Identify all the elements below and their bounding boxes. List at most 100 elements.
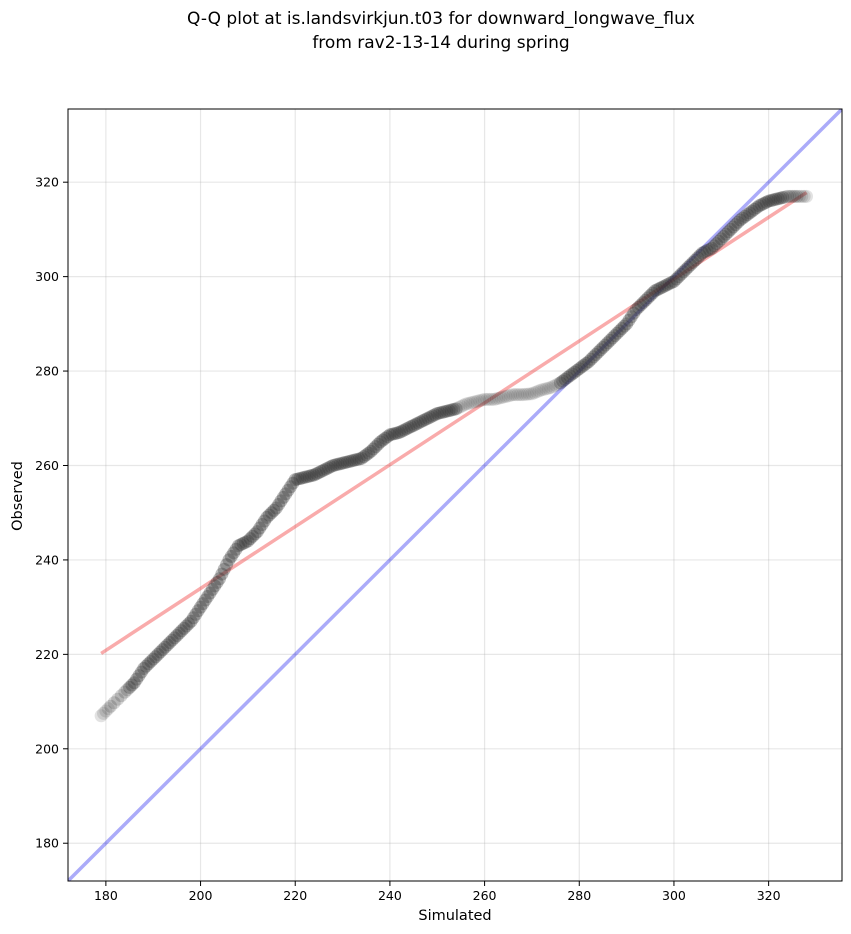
qq-point [248, 527, 262, 541]
qq-point [184, 614, 198, 628]
reference-lines [68, 109, 842, 881]
qq-point [705, 241, 719, 255]
qq-point [357, 450, 371, 464]
qq-point [622, 313, 636, 327]
qq-point [478, 392, 492, 406]
qq-point [141, 657, 155, 671]
qq-point [114, 689, 128, 703]
qq-point [738, 209, 752, 223]
qq-point [276, 490, 290, 504]
x-tick-label: 280 [567, 888, 591, 903]
qq-point [165, 633, 179, 647]
qq-point [541, 381, 555, 395]
qq-point [222, 553, 236, 567]
qq-point [295, 471, 309, 485]
qq-point [189, 607, 203, 621]
one-to-one-line [68, 109, 842, 881]
qq-point [634, 298, 648, 312]
qq-point [196, 597, 210, 611]
qq-point [366, 442, 380, 456]
qq-point [229, 542, 243, 556]
qq-point [501, 389, 515, 403]
qq-point [364, 444, 378, 458]
qq-point [688, 253, 702, 267]
qq-point [660, 278, 674, 292]
qq-point [198, 593, 212, 607]
qq-point [511, 388, 525, 402]
data-points [94, 189, 813, 723]
qq-point [513, 388, 527, 402]
qq-point [250, 525, 264, 539]
qq-point [440, 404, 454, 418]
qq-point [158, 640, 172, 654]
qq-point [771, 192, 785, 206]
qq-point [241, 534, 255, 548]
qq-point [603, 333, 617, 347]
qq-point [759, 195, 773, 209]
qq-point [610, 326, 624, 340]
qq-point [236, 536, 250, 550]
qq-point [743, 206, 757, 220]
y-tick-label: 300 [35, 269, 59, 284]
qq-point [215, 567, 229, 581]
qq-point [359, 448, 373, 462]
qq-point [546, 379, 560, 393]
qq-point [785, 189, 799, 203]
qq-point [343, 454, 357, 468]
qq-point [170, 628, 184, 642]
qq-point [631, 300, 645, 314]
qq-point [527, 386, 541, 400]
qq-point [243, 532, 257, 546]
qq-point [594, 343, 608, 357]
axis-ticks: 180 200 220 240 260 280 300 320 180 200 220 240 260 2… [35, 175, 780, 903]
x-tick-label: 260 [473, 888, 497, 903]
qq-point [390, 426, 404, 440]
qq-point [539, 382, 553, 396]
qq-point [97, 706, 111, 720]
qq-point [168, 631, 182, 645]
qq-point [795, 189, 809, 203]
qq-point [137, 662, 151, 676]
qq-point [778, 190, 792, 204]
qq-point [693, 248, 707, 262]
qq-point [596, 340, 610, 354]
qq-point [227, 546, 241, 560]
qq-point [179, 619, 193, 633]
qq-point [702, 242, 716, 256]
qq-point [430, 407, 444, 421]
qq-point [676, 265, 690, 279]
qq-point [312, 466, 326, 480]
qq-point [338, 456, 352, 470]
qq-point [447, 402, 461, 416]
qq-point [728, 218, 742, 232]
qq-point [293, 471, 307, 485]
qq-point [788, 189, 802, 203]
qq-point [745, 204, 759, 218]
qq-point [717, 229, 731, 243]
qq-point [418, 412, 432, 426]
qq-point [674, 267, 688, 281]
qq-point [456, 398, 470, 412]
qq-point [281, 483, 295, 497]
qq-point [736, 211, 750, 225]
qq-point [665, 276, 679, 290]
qq-point [601, 336, 615, 350]
qq-point [319, 462, 333, 476]
x-tick-label: 320 [757, 888, 781, 903]
qq-point [231, 539, 245, 553]
qq-point [210, 575, 224, 589]
qq-point [267, 503, 281, 517]
qq-point [776, 191, 790, 205]
qq-point [362, 446, 376, 460]
qq-point [537, 382, 551, 396]
qq-point [551, 377, 565, 391]
qq-point [650, 283, 664, 297]
qq-point [553, 376, 567, 390]
qq-point [272, 497, 286, 511]
qq-point [695, 246, 709, 260]
grid [68, 109, 842, 881]
qq-point [414, 415, 428, 429]
qq-point [466, 395, 480, 409]
qq-point [520, 387, 534, 401]
qq-point [586, 350, 600, 364]
